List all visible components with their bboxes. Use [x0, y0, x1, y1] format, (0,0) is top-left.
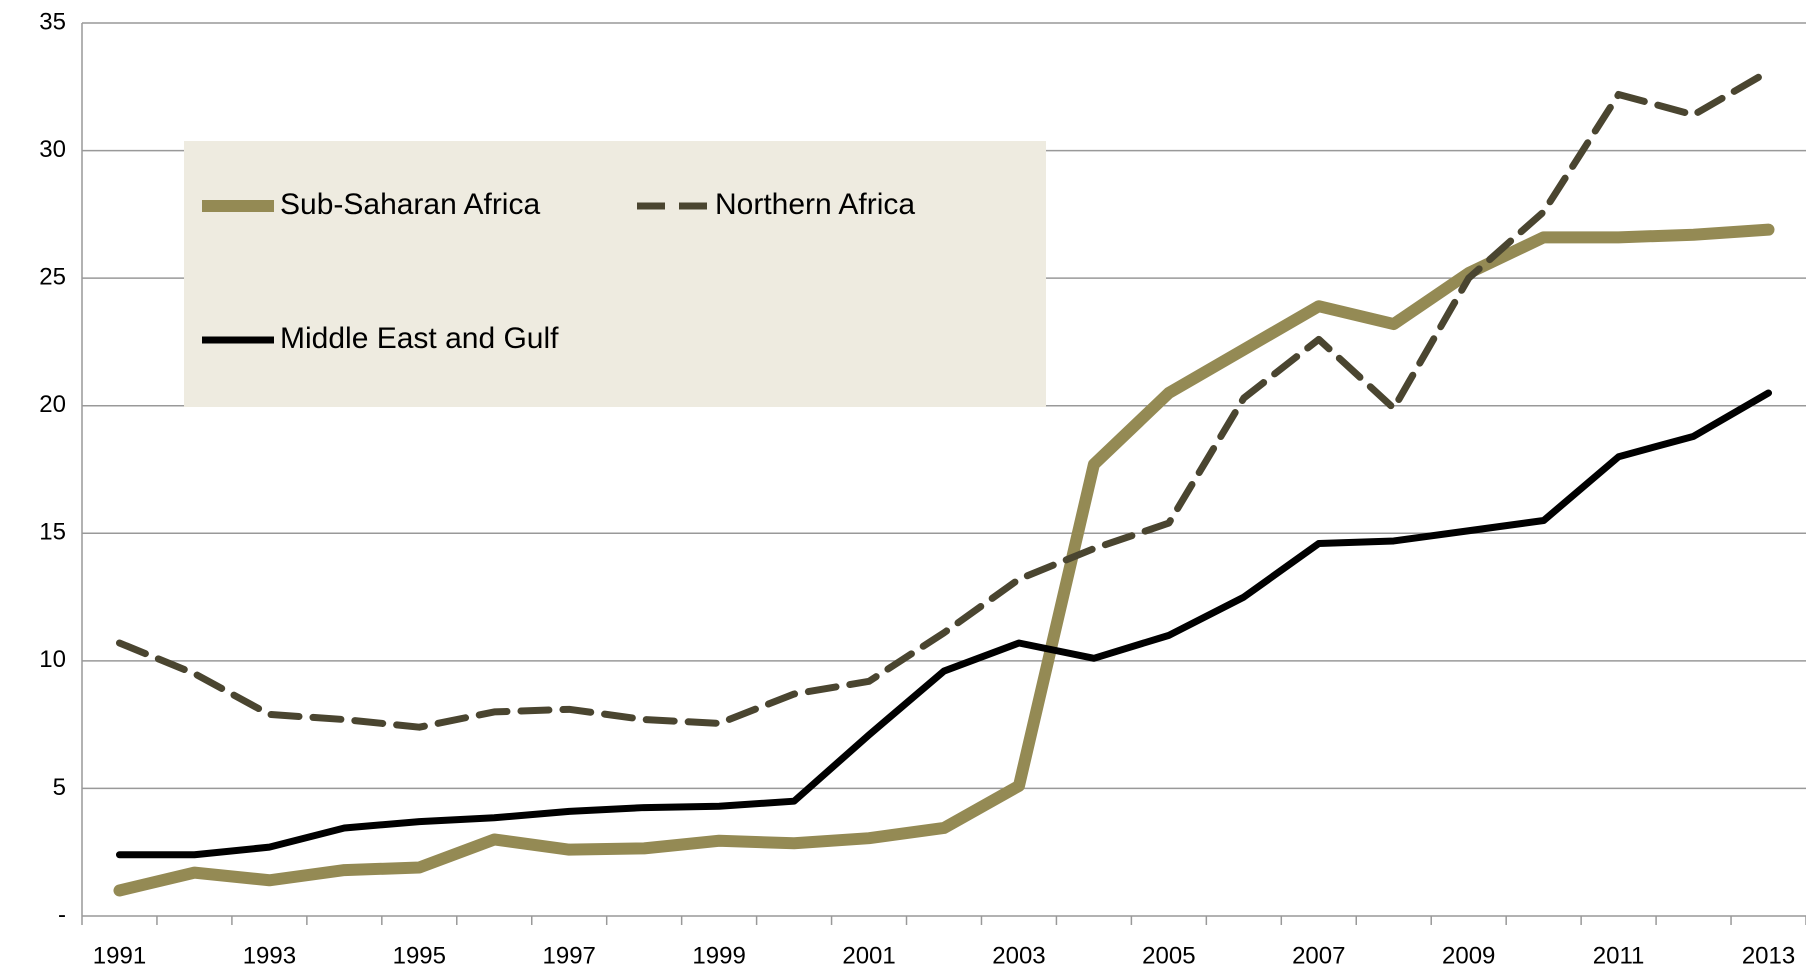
x-tick-label: 2001 — [842, 942, 895, 969]
y-tick-label: 35 — [39, 8, 66, 35]
y-tick-label: 10 — [39, 646, 66, 673]
legend-box — [184, 141, 1046, 407]
legend-label: Northern Africa — [715, 188, 915, 221]
legend-label: Sub-Saharan Africa — [280, 188, 540, 221]
y-tick-label: 5 — [53, 774, 66, 801]
x-tick-label: 1995 — [393, 942, 446, 969]
x-tick-label: 2011 — [1593, 942, 1645, 969]
y-tick-label: 20 — [39, 391, 66, 418]
x-tick-label: 1997 — [543, 942, 596, 969]
series-line — [115, 389, 1773, 859]
x-tick-label: 1999 — [692, 942, 745, 969]
legend-label: Middle East and Gulf — [280, 322, 559, 355]
series-line — [115, 67, 1773, 731]
y-tick-label: 30 — [39, 136, 66, 163]
x-tick-label: 2003 — [992, 942, 1045, 969]
x-tick-label: 1993 — [243, 942, 296, 969]
y-tick-label: - — [58, 901, 66, 928]
x-tick-label: 2007 — [1292, 942, 1345, 969]
y-tick-label: 25 — [39, 263, 66, 290]
x-tick-label: 1991 — [93, 942, 146, 969]
x-tick-label: 2009 — [1442, 942, 1495, 969]
series-line — [113, 223, 1775, 897]
y-tick-label: 15 — [39, 519, 66, 546]
x-tick-label: 2005 — [1142, 942, 1195, 969]
x-tick-label: 2013 — [1742, 942, 1795, 969]
